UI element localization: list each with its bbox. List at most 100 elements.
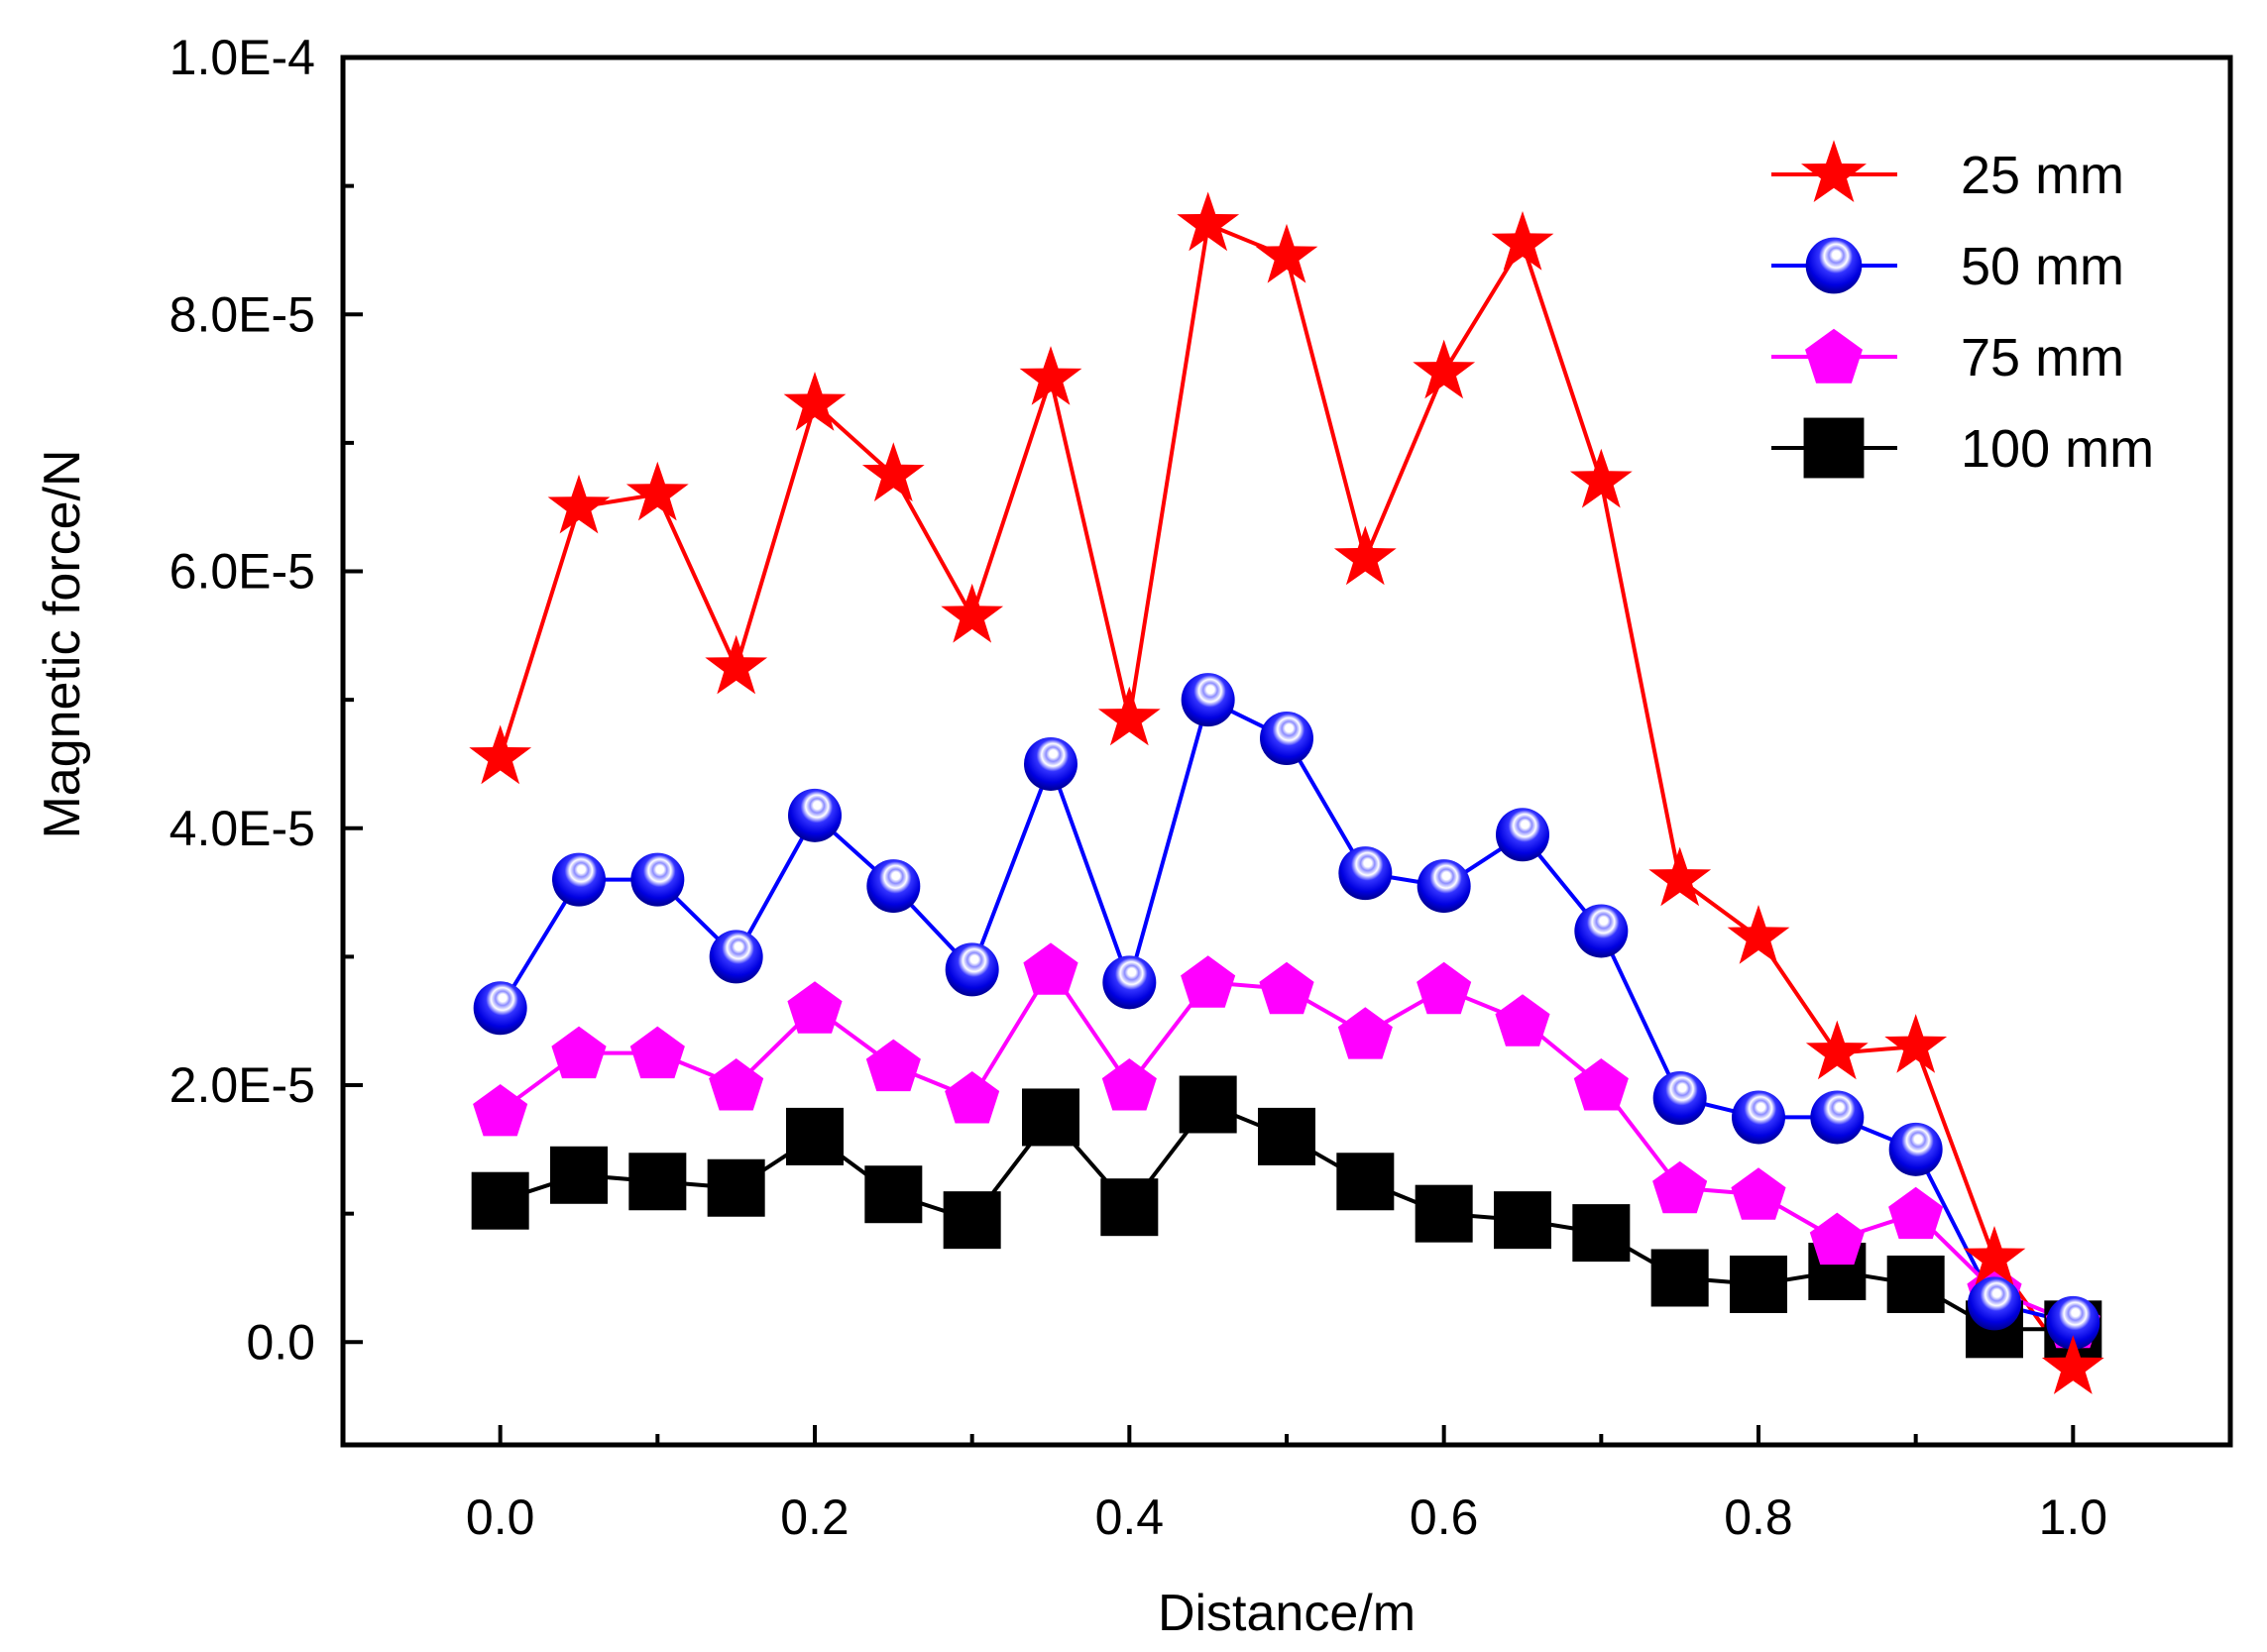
legend-label: 100 mm [1961,419,2154,479]
data-point-100-mm-8 [1100,1178,1159,1237]
x-tick-label: 0.6 [1410,1489,1479,1545]
legend: 25 mm 50 mm 75 mm 100 mm [1771,140,2154,479]
data-point-50-mm-19 [1968,1276,2021,1331]
data-point-100-mm-14 [1572,1204,1631,1263]
data-point-25-mm-17 [1805,1020,1869,1080]
data-point-100-mm-6 [943,1191,1001,1250]
data-point-100-mm-16 [1730,1255,1787,1313]
data-point-50-mm-18 [1888,1122,1943,1176]
legend-label: 75 mm [1961,328,2124,387]
legend-marker [1803,417,1865,479]
data-point-75-mm-1 [551,1026,607,1079]
data-point-25-mm-14 [1569,448,1633,508]
data-point-50-mm-20 [2046,1295,2100,1350]
series-markers [469,191,2104,1394]
data-point-75-mm-2 [629,1026,685,1079]
data-point-75-mm-11 [1337,1007,1393,1059]
data-point-100-mm-10 [1258,1107,1315,1165]
data-point-25-mm-10 [1255,223,1318,283]
x-axis-title: Distance/m [1158,1585,1416,1642]
data-point-100-mm-9 [1179,1075,1237,1134]
data-point-25-mm-15 [1648,846,1712,907]
data-point-75-mm-15 [1652,1160,1708,1214]
data-point-50-mm-1 [552,852,606,907]
data-point-50-mm-9 [1181,673,1235,727]
data-point-50-mm-14 [1574,904,1629,958]
legend-item-50-mm: 50 mm [1771,237,2124,296]
data-point-75-mm-10 [1259,961,1314,1015]
data-point-100-mm-15 [1650,1249,1709,1307]
data-point-100-mm-12 [1415,1184,1473,1243]
data-point-75-mm-3 [709,1058,764,1111]
data-point-75-mm-4 [787,981,843,1034]
y-tick-label: 6.0E-5 [170,544,315,600]
data-point-25-mm-20 [2041,1335,2104,1394]
data-point-25-mm-12 [1413,339,1476,399]
data-point-50-mm-4 [788,788,842,842]
data-point-100-mm-1 [550,1146,608,1204]
data-point-50-mm-8 [1102,955,1157,1010]
data-point-100-mm-4 [786,1107,844,1165]
x-tick-label: 1.0 [2039,1489,2108,1545]
data-point-75-mm-6 [945,1071,1000,1124]
data-point-100-mm-13 [1494,1191,1551,1250]
data-point-25-mm-18 [1884,1014,1948,1073]
data-point-75-mm-12 [1417,961,1472,1015]
data-point-50-mm-11 [1338,846,1393,901]
data-point-50-mm-7 [1024,736,1077,791]
data-point-100-mm-0 [471,1171,529,1230]
data-point-75-mm-9 [1181,955,1236,1008]
data-point-25-mm-8 [1097,686,1161,746]
data-point-25-mm-4 [783,372,847,431]
data-point-75-mm-8 [1101,1058,1157,1111]
data-point-75-mm-17 [1809,1212,1865,1266]
legend-item-100-mm: 100 mm [1771,417,2154,479]
x-tick-label: 0.0 [466,1489,535,1545]
x-tick-label: 0.8 [1724,1489,1793,1545]
data-point-50-mm-3 [709,930,763,984]
data-point-25-mm-13 [1491,211,1554,271]
y-tick-label: 2.0E-5 [170,1057,315,1113]
data-point-75-mm-16 [1731,1167,1786,1220]
data-point-100-mm-7 [1022,1088,1079,1147]
data-point-25-mm-2 [625,461,689,521]
data-point-50-mm-15 [1652,1071,1707,1125]
legend-marker [1805,237,1863,294]
data-point-100-mm-18 [1886,1255,1945,1313]
x-axis: 0.0 0.2 0.4 0.6 0.8 1.0 [341,1425,2232,1545]
data-point-25-mm-3 [705,634,768,695]
x-tick-label: 0.4 [1095,1489,1165,1545]
data-point-75-mm-7 [1023,942,1078,995]
data-point-25-mm-5 [861,442,925,501]
data-point-100-mm-3 [707,1158,765,1217]
data-point-50-mm-17 [1810,1090,1865,1145]
legend-item-75-mm: 75 mm [1771,328,2124,387]
data-point-25-mm-11 [1333,525,1397,586]
data-point-75-mm-18 [1888,1186,1944,1240]
y-tick-label: 4.0E-5 [170,801,315,856]
data-point-75-mm-5 [865,1039,921,1092]
data-point-100-mm-2 [628,1153,687,1211]
y-axis-title: Magnetic force/N [34,449,91,838]
data-point-25-mm-0 [469,724,532,785]
legend-marker [1805,328,1863,384]
data-point-50-mm-6 [945,942,999,997]
data-point-25-mm-16 [1727,905,1790,964]
data-point-25-mm-6 [941,583,1004,643]
y-tick-label: 1.0E-4 [170,30,315,85]
data-point-50-mm-13 [1496,808,1549,862]
data-point-50-mm-5 [866,859,921,914]
y-tick-label: 8.0E-5 [170,286,315,342]
legend-label: 25 mm [1961,146,2124,205]
data-point-75-mm-14 [1573,1058,1629,1111]
legend-item-25-mm: 25 mm [1771,140,2124,205]
y-axis: 0.0 2.0E-5 4.0E-5 6.0E-5 8.0E-5 1.0E-4 [170,30,363,1370]
data-point-50-mm-10 [1260,712,1313,766]
data-point-25-mm-1 [547,474,611,534]
data-point-25-mm-19 [1963,1226,2026,1285]
data-point-50-mm-16 [1732,1090,1785,1145]
legend-marker [1801,140,1867,202]
data-point-75-mm-0 [473,1084,528,1137]
data-point-100-mm-11 [1336,1153,1395,1211]
